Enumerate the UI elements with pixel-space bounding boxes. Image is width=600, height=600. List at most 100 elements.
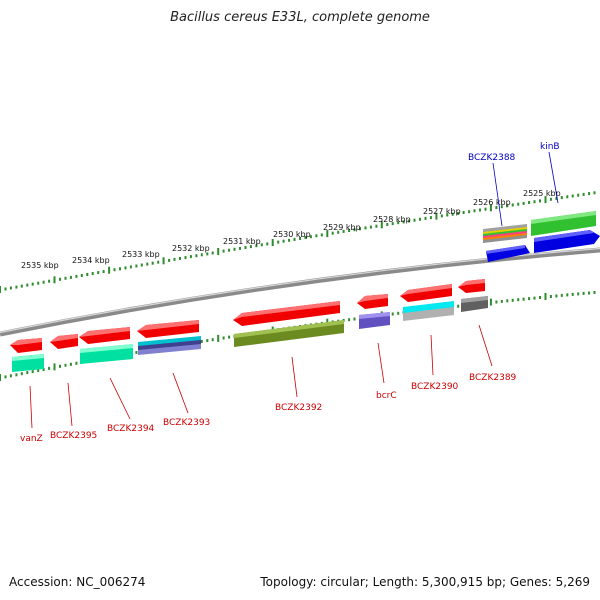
kbp-label: 2534 kbp [72,256,110,265]
minor-tick [419,217,421,221]
feature-bczk2388[interactable] [483,224,530,262]
minor-tick [511,298,514,302]
major-tick [0,374,1,381]
minor-tick [560,196,563,200]
minor-tick [228,335,231,339]
feature-bczk2395[interactable] [50,334,78,349]
minor-tick [282,239,285,243]
minor-tick [353,228,356,232]
minor-tick [315,234,318,238]
minor-tick [391,222,394,226]
minor-tick [304,236,307,240]
minor-tick [446,213,449,217]
minor-tick [59,277,61,281]
kbp-label: 2535 kbp [21,261,59,270]
minor-tick [528,297,531,301]
top-gene-labels: BCZK2388 kinB [468,142,560,227]
minor-tick [577,292,580,296]
minor-tick [31,370,34,374]
gene-label-bczk2394: BCZK2394 [107,424,155,434]
minor-tick [571,292,574,296]
minor-tick [75,274,78,278]
major-tick [162,257,165,265]
minor-tick [582,291,585,295]
minor-tick [31,282,34,286]
top-strand-features [483,211,600,262]
major-tick [53,363,56,371]
minor-tick [20,372,23,376]
gene-label-bczk2395: BCZK2395 [50,431,97,441]
minor-tick [86,273,89,276]
major-tick [435,212,438,220]
minor-tick [64,363,67,367]
major-tick [544,293,547,300]
feature-bczk2389[interactable] [458,279,488,312]
minor-tick [457,211,460,215]
minor-tick [517,202,520,206]
minor-tick [26,283,29,287]
minor-tick [124,266,127,270]
feature-bcrc[interactable] [357,294,390,329]
major-tick [489,298,492,306]
minor-tick [91,272,94,275]
minor-tick [15,285,18,289]
feature-vanz[interactable] [10,338,44,372]
minor-tick [566,195,569,199]
gene-label-bczk2393: BCZK2393 [163,418,210,428]
feature-bczk2394[interactable] [79,327,133,364]
feature-bczk2392[interactable] [233,301,344,347]
minor-tick [42,280,45,284]
minor-tick [500,299,503,303]
minor-tick [391,312,394,316]
minor-tick [184,256,187,260]
minor-tick [206,339,209,343]
minor-tick [135,264,138,268]
kbp-label: 2526 kbp [473,198,511,207]
minor-tick [457,304,460,308]
minor-tick [173,257,176,261]
minor-tick [249,245,252,249]
minor-tick [408,219,411,223]
minor-tick [462,211,465,214]
minor-tick [9,286,12,290]
minor-tick [506,299,509,303]
minor-tick [522,201,525,205]
minor-tick [517,298,520,302]
feature-kinb[interactable] [531,211,600,253]
minor-tick [560,293,563,297]
major-tick [271,239,274,246]
minor-tick [337,230,340,234]
minor-tick [75,361,78,365]
minor-tick [151,261,154,265]
minor-tick [424,216,427,220]
kbp-label: 2528 kbp [373,215,411,224]
minor-tick [195,254,198,258]
minor-tick [48,279,51,283]
kbp-scale-top [0,191,596,293]
minor-tick [342,229,345,233]
minor-tick [588,192,591,196]
kbp-label: 2533 kbp [122,250,160,259]
feature-bczk2393[interactable] [137,320,201,355]
kbp-label: 2531 kbp [223,237,261,246]
minor-tick [359,227,361,231]
minor-tick [200,253,203,257]
minor-tick [288,238,291,242]
minor-tick [566,293,569,297]
kbp-label: 2527 kbp [423,207,461,216]
minor-tick [293,237,296,241]
minor-tick [59,364,61,368]
minor-tick [299,237,301,240]
minor-tick [211,338,214,342]
minor-tick [233,247,236,251]
minor-tick [26,371,29,375]
minor-tick [140,263,143,267]
minor-tick [266,242,269,246]
feature-bczk2390[interactable] [400,284,454,321]
minor-tick [348,229,351,232]
minor-tick [386,223,389,226]
minor-tick [397,311,400,315]
minor-tick [364,226,367,230]
minor-tick [506,204,509,208]
minor-tick [331,231,334,235]
